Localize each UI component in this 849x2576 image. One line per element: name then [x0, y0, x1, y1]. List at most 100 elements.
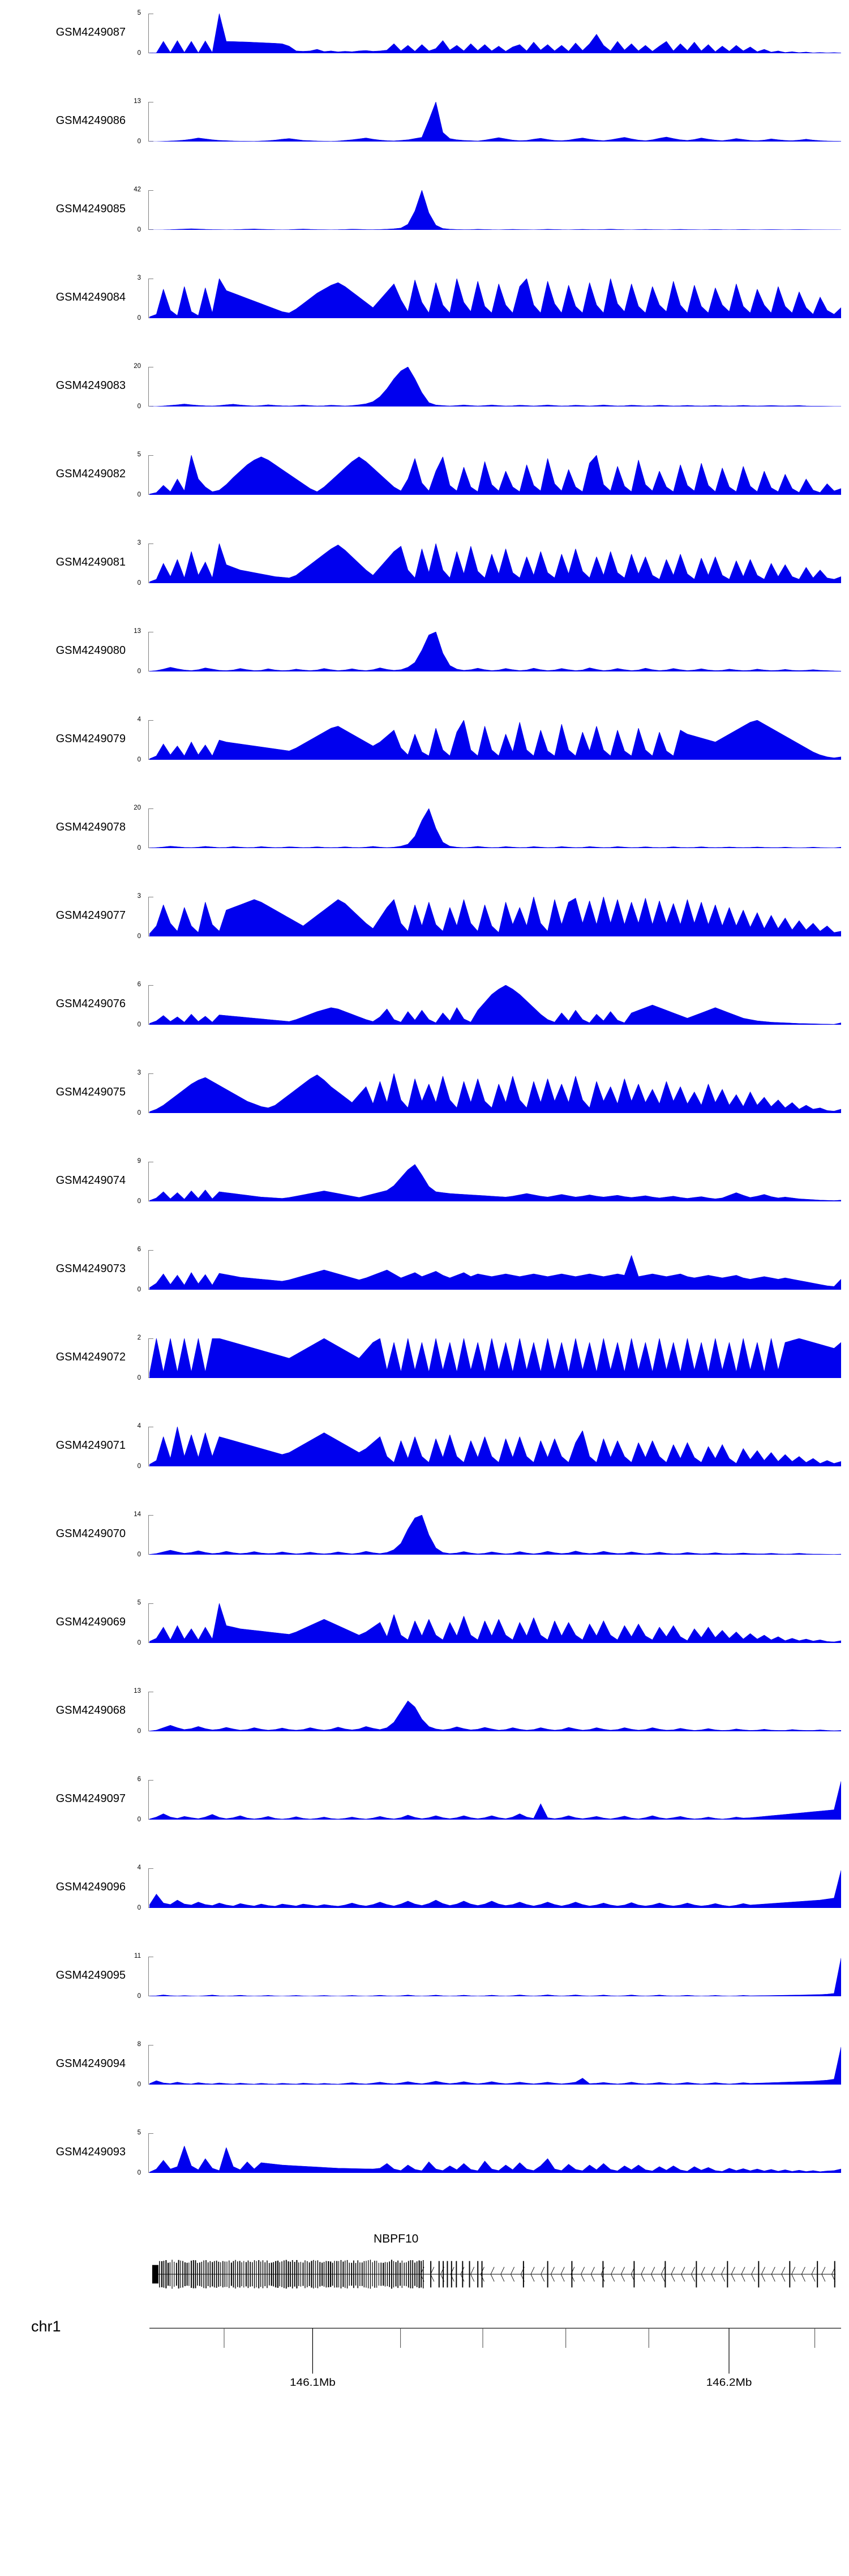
coverage-track[interactable]: GSM4249075 3 0	[0, 1069, 849, 1116]
axis-tick-label: 146.2Mb	[706, 2377, 752, 2389]
y-axis-tick-max	[148, 190, 153, 191]
coverage-area-plot[interactable]	[149, 1250, 841, 1290]
coverage-area-plot[interactable]	[149, 455, 841, 495]
track-sample-label: GSM4249083	[55, 379, 126, 392]
coverage-track[interactable]: GSM4249078 20 0	[0, 805, 849, 851]
coverage-track[interactable]: GSM4249084 3 0	[0, 275, 849, 321]
coverage-area-plot[interactable]	[149, 14, 841, 53]
y-axis-line	[148, 1250, 149, 1290]
axis-tick-label: 146.1Mb	[290, 2377, 336, 2389]
y-axis-line	[148, 1073, 149, 1113]
coverage-track[interactable]: GSM4249081 3 0	[0, 540, 849, 586]
coverage-track[interactable]: GSM4249068 13 0	[0, 1688, 849, 1734]
y-axis-max-label: 9	[137, 1158, 141, 1165]
y-axis-line	[148, 2045, 149, 2085]
coverage-track[interactable]: GSM4249096 4 0	[0, 1864, 849, 1911]
coverage-area-plot[interactable]	[149, 190, 841, 230]
y-axis-min-label: 0	[137, 1904, 141, 1911]
y-axis-max-label: 4	[137, 1423, 141, 1430]
coverage-track[interactable]: GSM4249086 13 0	[0, 98, 849, 144]
coverage-area-plot[interactable]	[149, 1162, 841, 1201]
y-axis-max-label: 13	[134, 628, 141, 635]
coverage-area-plot[interactable]	[149, 102, 841, 142]
coverage-area-plot[interactable]	[149, 985, 841, 1025]
axis-ruler: 146.1Mb 146.2Mb	[149, 2326, 841, 2399]
coverage-area-plot[interactable]	[149, 720, 841, 760]
coverage-track[interactable]: GSM4249097 6 0	[0, 1776, 849, 1822]
coverage-area-plot[interactable]	[149, 1427, 841, 1466]
y-axis-min-label: 0	[137, 1374, 141, 1381]
coverage-track[interactable]: GSM4249085 42 0	[0, 186, 849, 233]
coverage-area-plot[interactable]	[149, 2045, 841, 2085]
y-axis-max-label: 5	[137, 451, 141, 458]
track-sample-label: GSM4249072	[55, 1351, 126, 1363]
coverage-area-plot[interactable]	[149, 1957, 841, 1996]
coverage-track[interactable]: GSM4249072 2 0	[0, 1334, 849, 1381]
y-axis-max-label: 2	[137, 1334, 141, 1341]
y-axis-max-label: 6	[137, 981, 141, 988]
track-sample-label: GSM4249086	[55, 114, 126, 127]
track-sample-label: GSM4249074	[55, 1174, 126, 1187]
y-axis-line	[148, 1957, 149, 1996]
coverage-track[interactable]: GSM4249082 5 0	[0, 451, 849, 498]
track-sample-label: GSM4249070	[55, 1527, 126, 1540]
y-axis-min-label: 0	[137, 1639, 141, 1646]
gene-annotation-track[interactable]: NBPF10	[0, 2228, 849, 2308]
track-sample-label: GSM4249077	[55, 909, 126, 922]
coverage-track[interactable]: GSM4249080 13 0	[0, 628, 849, 674]
coverage-area-plot[interactable]	[149, 1868, 841, 1908]
coverage-area-plot[interactable]	[149, 544, 841, 583]
y-axis-min-label: 0	[137, 667, 141, 675]
y-axis-max-label: 3	[137, 1069, 141, 1076]
track-sample-label: GSM4249084	[55, 291, 126, 303]
y-axis-max-label: 20	[134, 805, 141, 811]
coverage-area-plot[interactable]	[149, 1515, 841, 1555]
track-sample-label: GSM4249087	[55, 26, 126, 38]
y-axis-line	[148, 455, 149, 495]
coverage-track[interactable]: GSM4249074 9 0	[0, 1158, 849, 1204]
coverage-track[interactable]: GSM4249077 3 0	[0, 893, 849, 939]
coverage-track[interactable]: GSM4249095 11 0	[0, 1953, 849, 1999]
y-axis-tick-max	[148, 455, 153, 456]
coverage-track[interactable]: GSM4249087 5 0	[0, 10, 849, 56]
coverage-area-plot[interactable]	[149, 632, 841, 671]
coverage-area-plot[interactable]	[149, 808, 841, 848]
gene-model[interactable]	[149, 2254, 841, 2294]
y-axis-line	[148, 367, 149, 406]
coverage-track[interactable]: GSM4249076 6 0	[0, 981, 849, 1028]
coverage-track[interactable]: GSM4249070 14 0	[0, 1511, 849, 1557]
coverage-track[interactable]: GSM4249083 20 0	[0, 363, 849, 409]
genome-coordinate-axis: chr1 146.1Mb 146.2Mb	[0, 2313, 849, 2415]
track-sample-label: GSM4249073	[55, 1263, 126, 1275]
coverage-area-plot[interactable]	[149, 279, 841, 318]
coverage-area-plot[interactable]	[149, 1338, 841, 1378]
coverage-area-plot[interactable]	[149, 367, 841, 406]
y-axis-max-label: 4	[137, 716, 141, 723]
coverage-area-plot[interactable]	[149, 1603, 841, 1643]
y-axis-line	[148, 985, 149, 1025]
coverage-track[interactable]: GSM4249073 6 0	[0, 1246, 849, 1293]
y-axis-line	[148, 808, 149, 848]
y-axis-tick-max	[148, 1515, 153, 1516]
y-axis-max-label: 20	[134, 363, 141, 370]
y-axis-line	[148, 1515, 149, 1555]
coverage-track[interactable]: GSM4249093 5 0	[0, 2129, 849, 2176]
coverage-track[interactable]: GSM4249079 4 0	[0, 716, 849, 763]
coverage-track[interactable]: GSM4249071 4 0	[0, 1423, 849, 1469]
coverage-track[interactable]: GSM4249069 5 0	[0, 1599, 849, 1646]
y-axis-max-label: 42	[134, 186, 141, 193]
y-axis-min-label: 0	[137, 314, 141, 322]
coverage-area-plot[interactable]	[149, 1073, 841, 1113]
coverage-area-plot[interactable]	[149, 897, 841, 936]
y-axis-line	[148, 632, 149, 671]
coverage-area-plot[interactable]	[149, 1692, 841, 1731]
y-axis-line	[148, 1427, 149, 1466]
coverage-area-plot[interactable]	[149, 1780, 841, 1820]
y-axis-max-label: 3	[137, 540, 141, 546]
coverage-area-plot[interactable]	[149, 2133, 841, 2173]
y-axis-max-label: 4	[137, 1864, 141, 1871]
track-sample-label: GSM4249069	[55, 1616, 126, 1628]
coverage-track[interactable]: GSM4249094 8 0	[0, 2041, 849, 2087]
y-axis-min-label: 0	[137, 1816, 141, 1823]
